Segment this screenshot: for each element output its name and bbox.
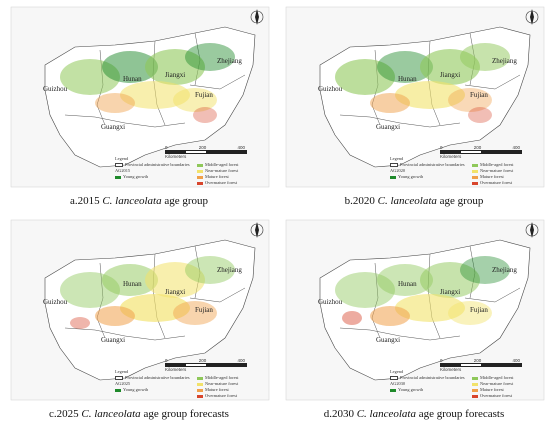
scale-bar-d: 0 200 400 Kilometers [440, 358, 532, 372]
label-guangxi: Guangxi [101, 336, 126, 344]
label-hunan: Hunan [398, 75, 417, 83]
label-fujian: Fujian [470, 306, 488, 314]
label-jiangxi: Jiangxi [165, 71, 186, 79]
map-d [280, 218, 548, 424]
map-panel-b: Guizhou Hunan Jiangxi Zhejiang Fujian Gu… [280, 5, 548, 211]
label-hunan: Hunan [123, 75, 142, 83]
label-guizhou: Guizhou [43, 298, 68, 306]
label-zhejiang: Zhejiang [217, 57, 242, 65]
legend-d: Legend Provincial administrative boundar… [390, 369, 465, 392]
legend-b-right: Middle-aged forest Near-mature forest Ma… [472, 162, 514, 186]
label-guizhou: Guizhou [318, 85, 343, 93]
forest-cover-b [335, 43, 510, 123]
caption-a: a.2015 C. lanceolata age group [69, 195, 209, 207]
label-fujian: Fujian [195, 91, 213, 99]
label-guangxi: Guangxi [376, 336, 401, 344]
legend-d-right: Middle-aged forest Near-mature forest Ma… [472, 375, 514, 399]
scale-bar-b: 0 200 400 Kilometers [440, 145, 532, 159]
label-guizhou: Guizhou [43, 85, 68, 93]
label-zhejiang: Zhejiang [217, 266, 242, 274]
compass-icon-b [525, 9, 539, 25]
compass-icon-c [250, 222, 264, 238]
caption-b: b.2020 C. lanceolata age group [344, 195, 484, 207]
caption-d: d.2030 C. lanceolata age group forecasts [323, 408, 505, 420]
label-zhejiang: Zhejiang [492, 57, 517, 65]
legend-a: Legend Provincial administrative boundar… [115, 156, 190, 179]
map-a [5, 5, 273, 211]
label-fujian: Fujian [195, 306, 213, 314]
forest-cover-a [60, 43, 235, 123]
legend-c-right: Middle-aged forest Near-mature forest Ma… [197, 375, 239, 399]
legend-c: Legend Provincial administrative boundar… [115, 369, 190, 392]
map-panel-c: Guizhou Hunan Jiangxi Zhejiang Fujian Gu… [5, 218, 273, 424]
caption-c: c.2025 C. lanceolata age group forecasts [49, 408, 229, 420]
scale-bar-c: 0 200 400 Kilometers [165, 358, 257, 372]
legend-swatch [115, 175, 121, 179]
map-b [280, 5, 548, 211]
label-guangxi: Guangxi [376, 123, 401, 131]
forest-cover-d [335, 256, 510, 326]
map-panel-d: Guizhou Hunan Jiangxi Zhejiang Fujian Gu… [280, 218, 548, 424]
forest-cover-c [60, 256, 235, 329]
scale-bar-a: 0 200 400 Kilometers [165, 145, 257, 159]
label-zhejiang: Zhejiang [492, 266, 517, 274]
label-jiangxi: Jiangxi [165, 288, 186, 296]
label-jiangxi: Jiangxi [440, 71, 461, 79]
map-c [5, 218, 273, 424]
label-hunan: Hunan [123, 280, 142, 288]
map-panel-a: Guizhou Hunan Jiangxi Zhejiang Fujian Gu… [5, 5, 273, 211]
label-hunan: Hunan [398, 280, 417, 288]
legend-b: Legend Provincial administrative boundar… [390, 156, 465, 179]
compass-icon-d [525, 222, 539, 238]
compass-icon-a [250, 9, 264, 25]
label-guangxi: Guangxi [101, 123, 126, 131]
label-fujian: Fujian [470, 91, 488, 99]
legend-a-right: Middle-aged forest Near-mature forest Ma… [197, 162, 239, 186]
label-jiangxi: Jiangxi [440, 288, 461, 296]
label-guizhou: Guizhou [318, 298, 343, 306]
